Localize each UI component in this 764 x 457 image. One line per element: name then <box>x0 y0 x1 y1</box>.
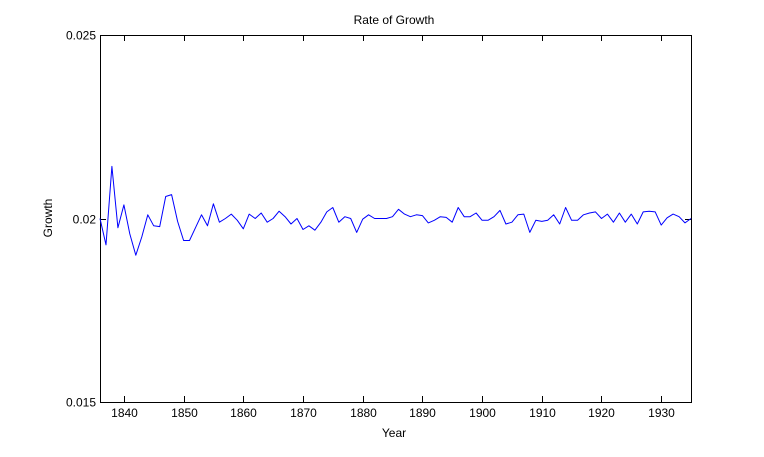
x-tick-label: 1870 <box>290 406 317 420</box>
y-tick-label: 0.02 <box>73 213 97 227</box>
x-tick-label: 1910 <box>529 406 556 420</box>
y-tick-label: 0.025 <box>66 29 96 43</box>
x-tick-label: 1900 <box>469 406 496 420</box>
x-tick-label: 1930 <box>648 406 675 420</box>
x-axis-label: Year <box>382 426 406 440</box>
y-tick-label: 0.015 <box>66 396 96 410</box>
x-tick-label: 1880 <box>350 406 377 420</box>
x-tick-label: 1890 <box>409 406 436 420</box>
plot-area: 1840 1850 1860 1870 1880 1890 1900 1910 1920 1930… <box>66 29 692 420</box>
growth-series-line <box>99 165 692 256</box>
axes-box <box>100 35 692 403</box>
x-tick-label: 1850 <box>171 406 198 420</box>
y-axis-label: Growth <box>41 199 55 238</box>
x-tick-label: 1920 <box>588 406 615 420</box>
x-tick-label: 1860 <box>230 406 257 420</box>
x-tick-label: 1840 <box>111 406 138 420</box>
chart-title: Rate of Growth <box>354 13 435 27</box>
